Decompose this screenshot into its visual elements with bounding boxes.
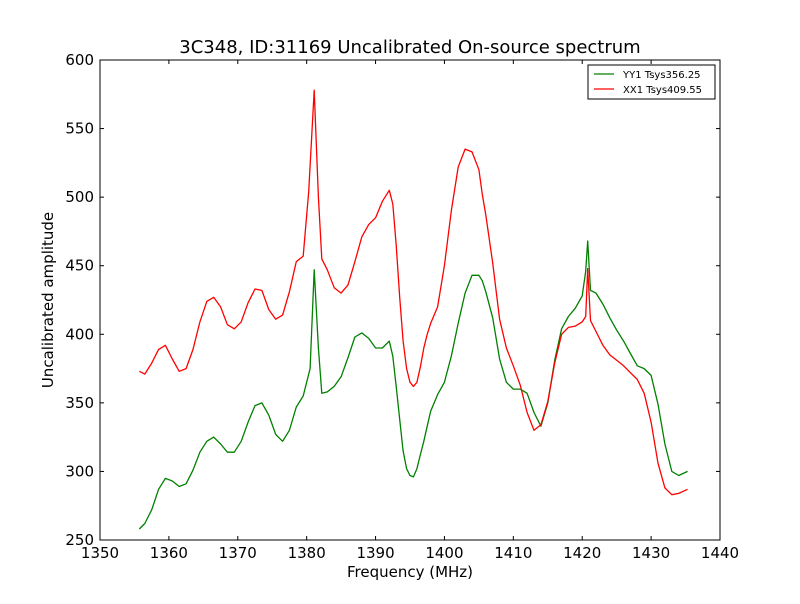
y-tick-label: 600 — [65, 51, 94, 69]
y-axis-label: Uncalibrated amplitude — [39, 212, 57, 388]
y-tick-label: 450 — [65, 257, 94, 275]
y-axis-ticks: 250 300 350 400 450 500 550 600 — [65, 51, 720, 549]
y-tick-label: 250 — [65, 531, 94, 549]
legend: YY1 Tsys356.25 XX1 Tsys409.55 — [587, 64, 716, 100]
x-tick-label: 1350 — [81, 544, 119, 562]
axes-frame — [99, 59, 721, 541]
series-layer — [138, 89, 688, 530]
x-tick-label: 1400 — [425, 544, 463, 562]
x-tick-label: 1440 — [701, 544, 739, 562]
series-line-xx1 — [139, 89, 688, 496]
series-line-yy1 — [138, 240, 688, 530]
x-tick-label: 1410 — [494, 544, 532, 562]
y-tick-label: 300 — [65, 462, 94, 480]
x-axis-label: Frequency (MHz) — [347, 563, 473, 581]
y-tick-label: 500 — [65, 188, 94, 206]
x-tick-label: 1430 — [632, 544, 670, 562]
y-tick-label: 350 — [65, 394, 94, 412]
x-tick-label: 1380 — [288, 544, 326, 562]
legend-label-xx1: XX1 Tsys409.55 — [623, 85, 702, 96]
legend-label-yy1: YY1 Tsys356.25 — [622, 70, 701, 81]
legend-box — [587, 64, 716, 100]
plot-area: 1350 1360 1370 1380 1390 1400 1410 1420 1430 1440… — [65, 51, 739, 562]
x-tick-label: 1360 — [150, 544, 188, 562]
y-tick-label: 550 — [65, 120, 94, 138]
x-axis-ticks: 1350 1360 1370 1380 1390 1400 1410 1420 1430 1440 — [81, 60, 739, 562]
chart-title: 3C348, ID:31169 Uncalibrated On-source s… — [179, 37, 640, 58]
x-tick-label: 1420 — [563, 544, 601, 562]
x-tick-label: 1370 — [219, 544, 257, 562]
y-tick-label: 400 — [65, 325, 94, 343]
x-tick-label: 1390 — [356, 544, 394, 562]
